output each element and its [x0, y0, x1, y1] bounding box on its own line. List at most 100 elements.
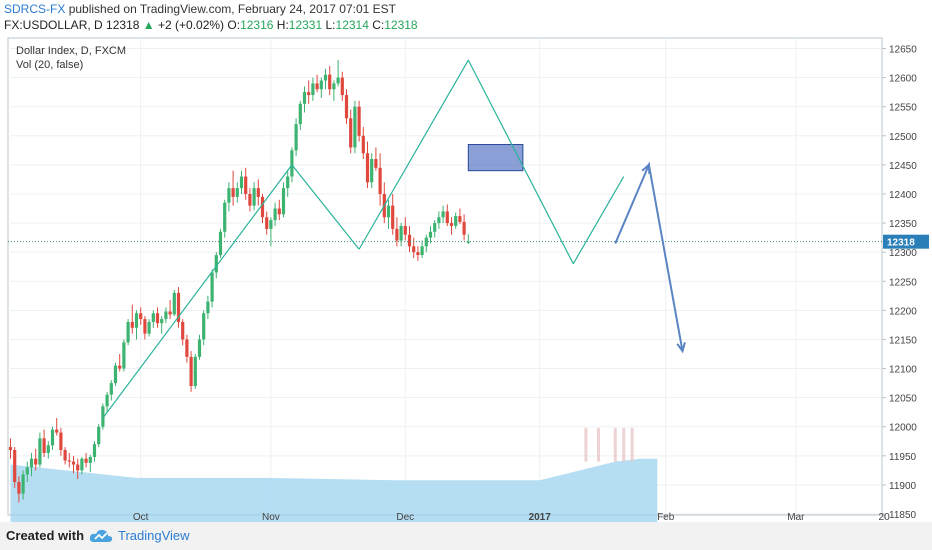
y-tick-label: 12350 [889, 219, 917, 230]
candle-body [202, 313, 206, 340]
candle-body [118, 365, 122, 369]
x-tick-label: Mar [787, 512, 805, 522]
candle-body [13, 449, 17, 482]
chart-title: Dollar Index, D, FXCM [16, 45, 126, 57]
candle-body [302, 92, 307, 104]
candle-body [197, 339, 202, 357]
candle-body [59, 432, 63, 450]
candle-body [185, 339, 189, 357]
y-tick-label: 12500 [889, 132, 917, 143]
up-arrow-icon: ▲ [142, 18, 155, 32]
candle-body [311, 83, 315, 96]
candle-body [34, 458, 38, 465]
arrow-head-up [641, 162, 651, 174]
candle-body [277, 208, 281, 215]
candle-body [344, 95, 349, 119]
y-tick-label: 12300 [889, 248, 917, 259]
candle-body [273, 208, 277, 221]
x-tick-label: Feb [657, 512, 675, 522]
candle-body [147, 321, 151, 334]
y-tick-label: 11850 [889, 510, 917, 521]
time-axis[interactable]: Oct Nov Dec 2017 Feb Mar 20 [133, 512, 890, 522]
last-price-tag [883, 234, 929, 249]
y-tick-label: 12250 [889, 277, 917, 288]
x-tick-label: 20 [879, 512, 891, 522]
low-value: 12314 [335, 18, 369, 32]
candle-body [71, 461, 76, 465]
candle-body [101, 406, 105, 427]
candle-body [122, 342, 126, 369]
candle-body [97, 426, 101, 445]
tradingview-brand[interactable]: TradingView [118, 528, 190, 543]
candle-body [29, 458, 34, 468]
publish-line: SDRCS-FX published on TradingView.com, F… [4, 2, 396, 16]
y-tick-label: 12100 [889, 365, 917, 376]
volume-indicator-label: Vol (20, false) [16, 59, 83, 71]
candle-body [458, 216, 462, 222]
arrow-head-down [676, 342, 686, 354]
candle-body [420, 246, 424, 256]
candle-body [223, 202, 227, 232]
plot-area [7, 37, 883, 516]
candle-body [248, 193, 252, 206]
candle-body [449, 223, 454, 226]
candle-body [181, 321, 185, 340]
chart-header: SDRCS-FX published on TradingView.com, F… [0, 0, 932, 36]
candle-body [328, 74, 332, 90]
x-tick-label: 2017 [529, 512, 552, 522]
candle-body [437, 217, 441, 224]
candle-body [298, 103, 302, 125]
candle-body [130, 321, 134, 328]
candle-body [239, 176, 244, 189]
high-label: H: [276, 18, 289, 32]
candle-body [42, 438, 46, 453]
candle-body [193, 356, 197, 386]
close-value: 12318 [384, 18, 418, 32]
candle-body [336, 77, 340, 84]
low-label: L: [325, 18, 336, 32]
volume-spike [630, 427, 634, 462]
y-tick-label: 11950 [889, 452, 917, 463]
candle-body [370, 159, 374, 183]
candle-body [46, 445, 50, 453]
wedge-trendline [572, 176, 625, 265]
author-link[interactable]: SDRCS-FX [4, 2, 66, 16]
candle-body [176, 292, 181, 322]
volume-spike [613, 427, 617, 462]
candle-body [92, 444, 97, 457]
price-axis-bg [883, 38, 931, 515]
y-tick-label: 12000 [889, 423, 917, 434]
candle-body [80, 458, 84, 471]
candle-body [252, 188, 256, 206]
created-with-label: Created with [6, 528, 85, 543]
candle-body [76, 464, 80, 471]
candle-body [357, 106, 361, 136]
wedge-trendline [358, 59, 469, 250]
resistance-zone-rect [467, 144, 524, 172]
candle-body [395, 228, 399, 241]
candle-body [160, 319, 164, 324]
candle-body [172, 292, 176, 315]
candle-body [88, 456, 92, 463]
candle-body [38, 438, 42, 465]
volume-area [10, 458, 658, 522]
candle-body [155, 313, 160, 324]
candle-body [8, 447, 13, 450]
price-chart[interactable]: 12650 12600 12550 12500 12450 12400 12350 12300… [0, 0, 932, 522]
candle-body [407, 234, 412, 247]
candle-body [67, 460, 71, 462]
candle-body [361, 135, 365, 154]
candle-body [391, 205, 395, 229]
candle-body [231, 188, 235, 197]
candle-body [462, 221, 466, 235]
footer-bar: Created with TradingView [0, 522, 932, 550]
candle-body [441, 211, 445, 218]
symbol-label[interactable]: FX:USDOLLAR, D [4, 18, 103, 32]
candle-body [168, 311, 172, 315]
last-price-tag-label: 12318 [887, 238, 915, 249]
y-tick-label: 12400 [889, 190, 917, 201]
candle-body [315, 83, 319, 90]
y-tick-label: 12450 [889, 161, 917, 172]
price-axis[interactable]: 12650 12600 12550 12500 12450 12400 12350 12300… [882, 38, 931, 521]
candle-body [323, 74, 328, 81]
